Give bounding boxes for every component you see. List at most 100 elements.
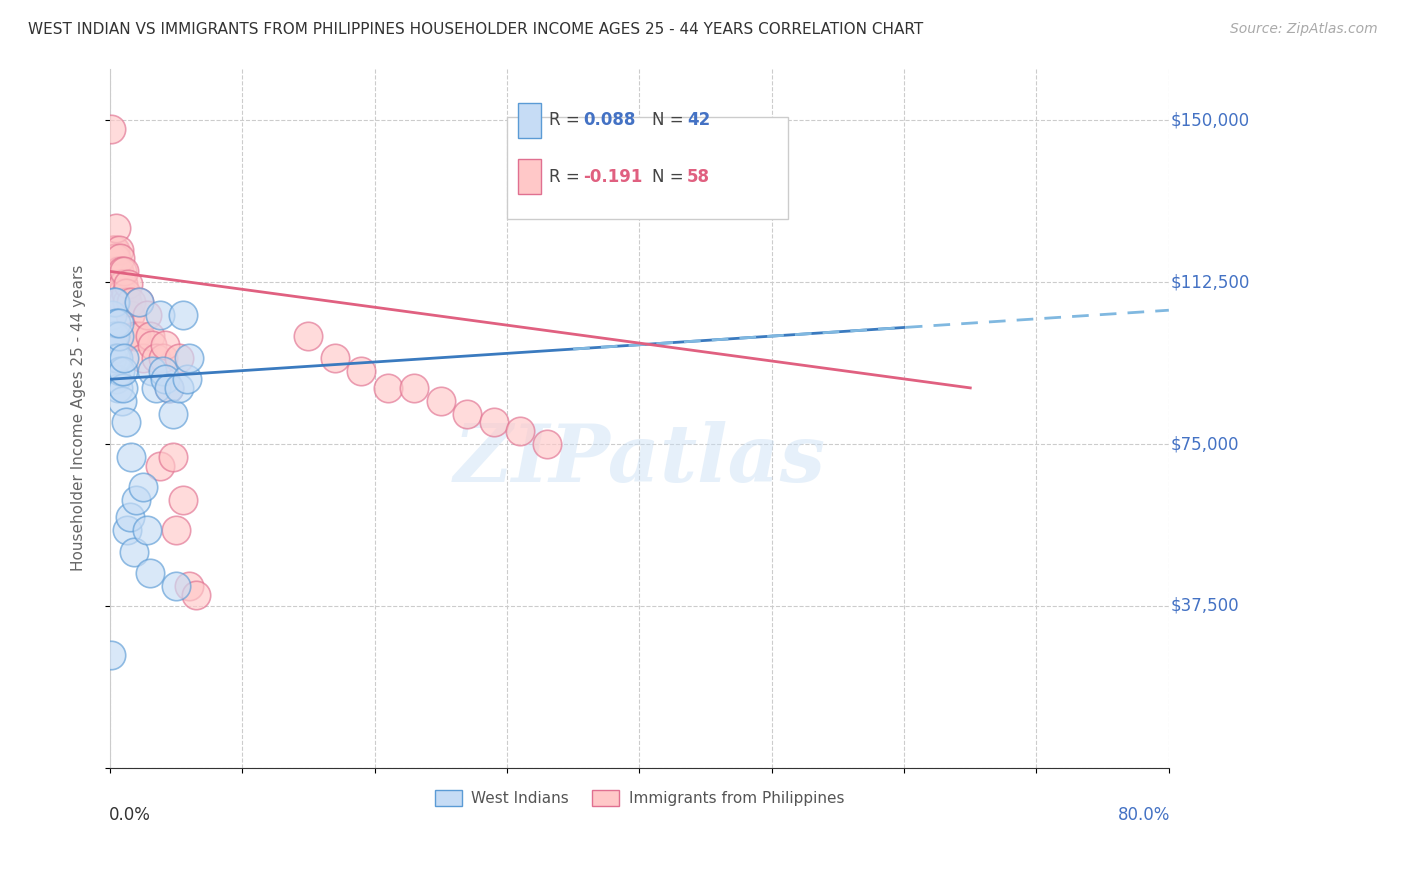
Point xyxy=(112,381,135,395)
Point xyxy=(115,524,138,538)
Point xyxy=(179,351,201,365)
FancyBboxPatch shape xyxy=(508,118,787,219)
Point xyxy=(145,381,167,395)
Point xyxy=(120,294,142,309)
Point xyxy=(165,524,187,538)
Text: R =: R = xyxy=(550,111,585,128)
Point xyxy=(132,351,155,365)
Point xyxy=(101,308,124,322)
Point xyxy=(118,308,141,322)
Point xyxy=(138,566,160,581)
Text: $37,500: $37,500 xyxy=(1171,597,1240,615)
Text: 58: 58 xyxy=(688,168,710,186)
Point xyxy=(101,243,124,257)
Point xyxy=(112,364,135,378)
Point xyxy=(118,510,141,524)
Point xyxy=(105,264,128,278)
Point xyxy=(155,372,177,386)
Point xyxy=(114,416,136,430)
Point xyxy=(107,351,129,365)
Point xyxy=(536,437,558,451)
Text: -0.191: -0.191 xyxy=(583,168,643,186)
Point xyxy=(103,342,125,356)
Point xyxy=(105,316,128,330)
Point xyxy=(141,364,163,378)
Point xyxy=(112,351,135,365)
Text: 42: 42 xyxy=(688,111,710,128)
Point xyxy=(377,381,399,395)
Point xyxy=(111,393,134,408)
Point xyxy=(111,285,134,300)
Point xyxy=(509,424,531,438)
Point xyxy=(122,545,145,559)
Point xyxy=(404,381,426,395)
Text: $150,000: $150,000 xyxy=(1171,112,1250,129)
Text: Source: ZipAtlas.com: Source: ZipAtlas.com xyxy=(1230,22,1378,37)
Point xyxy=(165,579,187,593)
Point xyxy=(152,364,174,378)
Point xyxy=(108,329,131,343)
Text: ZIPatlas: ZIPatlas xyxy=(453,421,825,499)
Point xyxy=(167,381,190,395)
Point xyxy=(103,294,125,309)
Point xyxy=(104,329,127,343)
Point xyxy=(114,285,136,300)
Point xyxy=(103,285,125,300)
Text: WEST INDIAN VS IMMIGRANTS FROM PHILIPPINES HOUSEHOLDER INCOME AGES 25 - 44 YEARS: WEST INDIAN VS IMMIGRANTS FROM PHILIPPIN… xyxy=(28,22,924,37)
Point xyxy=(297,329,319,343)
Point xyxy=(138,329,160,343)
Point xyxy=(105,372,128,386)
Text: 0.088: 0.088 xyxy=(583,111,636,128)
Point xyxy=(172,308,194,322)
Point xyxy=(482,416,505,430)
Point xyxy=(117,277,139,292)
Point xyxy=(103,329,125,343)
Point xyxy=(105,252,128,266)
Text: 0.0%: 0.0% xyxy=(108,806,150,824)
Point xyxy=(111,264,134,278)
Point xyxy=(100,648,122,663)
Point xyxy=(350,364,373,378)
Point xyxy=(110,277,132,292)
Y-axis label: Householder Income Ages 25 - 44 years: Householder Income Ages 25 - 44 years xyxy=(72,265,86,571)
Point xyxy=(107,381,129,395)
Point xyxy=(112,264,135,278)
Point xyxy=(132,480,155,494)
Point xyxy=(107,264,129,278)
Point xyxy=(135,524,157,538)
Point xyxy=(155,337,177,351)
Point xyxy=(141,337,163,351)
Point xyxy=(149,458,172,473)
Point xyxy=(128,294,150,309)
Point xyxy=(105,351,128,365)
Point xyxy=(112,277,135,292)
Point xyxy=(108,294,131,309)
Point xyxy=(101,351,124,365)
Point xyxy=(129,329,152,343)
Point xyxy=(104,243,127,257)
Point xyxy=(100,122,122,136)
Point xyxy=(430,393,453,408)
Point xyxy=(120,450,142,464)
Point xyxy=(100,252,122,266)
Point xyxy=(125,493,148,508)
Text: 80.0%: 80.0% xyxy=(1118,806,1170,824)
Point xyxy=(128,294,150,309)
Point xyxy=(101,277,124,292)
Text: R =: R = xyxy=(550,168,585,186)
Point xyxy=(103,243,125,257)
Point xyxy=(149,308,172,322)
Bar xyxy=(517,160,541,194)
Point xyxy=(110,364,132,378)
Text: $112,500: $112,500 xyxy=(1171,273,1250,291)
Bar xyxy=(517,103,541,138)
Text: N =: N = xyxy=(652,111,689,128)
Point xyxy=(108,264,131,278)
Point xyxy=(135,308,157,322)
Point xyxy=(152,351,174,365)
Point xyxy=(107,277,129,292)
Point xyxy=(104,294,127,309)
Point xyxy=(157,381,180,395)
Text: $75,000: $75,000 xyxy=(1171,435,1240,453)
Point xyxy=(323,351,346,365)
